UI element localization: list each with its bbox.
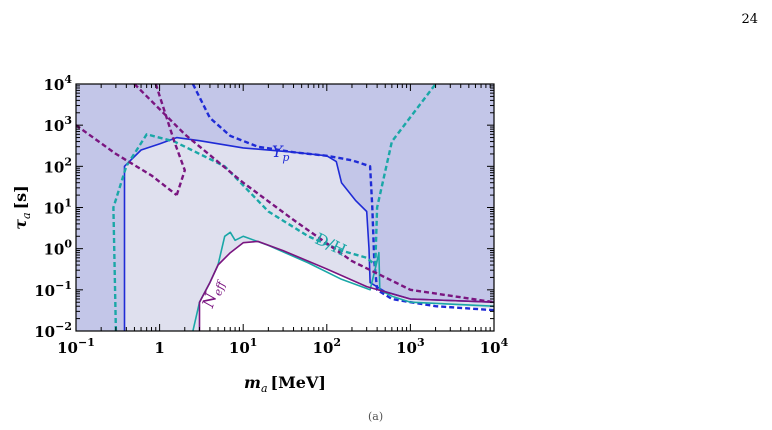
- x-axis-label: ma [MeV]: [244, 373, 326, 395]
- y-axis-label: τa[s]: [11, 185, 33, 229]
- x-tick-label: 103: [396, 336, 425, 357]
- y-tick-label: 104: [43, 73, 72, 94]
- y-tick-label: 103: [43, 114, 72, 135]
- series-neff_dashed_b: [154, 84, 186, 196]
- caption-stub: (a): [368, 410, 384, 423]
- series-neff_dashed_c: [133, 84, 494, 304]
- x-tick-label: 104: [480, 336, 509, 357]
- page-number: 24: [741, 12, 758, 27]
- x-tick-label: 1: [154, 339, 164, 357]
- series-neff_dashed_a: [76, 124, 178, 197]
- allowed-region: [199, 241, 494, 331]
- x-tick-label: 101: [229, 336, 258, 357]
- x-tick-label: 102: [313, 336, 342, 357]
- y-tick-label: 100: [43, 238, 72, 259]
- x-tick-label: 10−1: [57, 336, 95, 357]
- y-tick-label: 102: [43, 155, 72, 176]
- y-tick-label: 101: [43, 197, 72, 218]
- series-dh_dashed: [112, 84, 437, 331]
- y-tick-label: 10−1: [34, 279, 72, 300]
- series-yp_dashed: [191, 84, 494, 312]
- y-tick-label: 10−2: [34, 320, 72, 341]
- series-yp_solid: [123, 136, 494, 331]
- series-neff_solid: [198, 240, 494, 331]
